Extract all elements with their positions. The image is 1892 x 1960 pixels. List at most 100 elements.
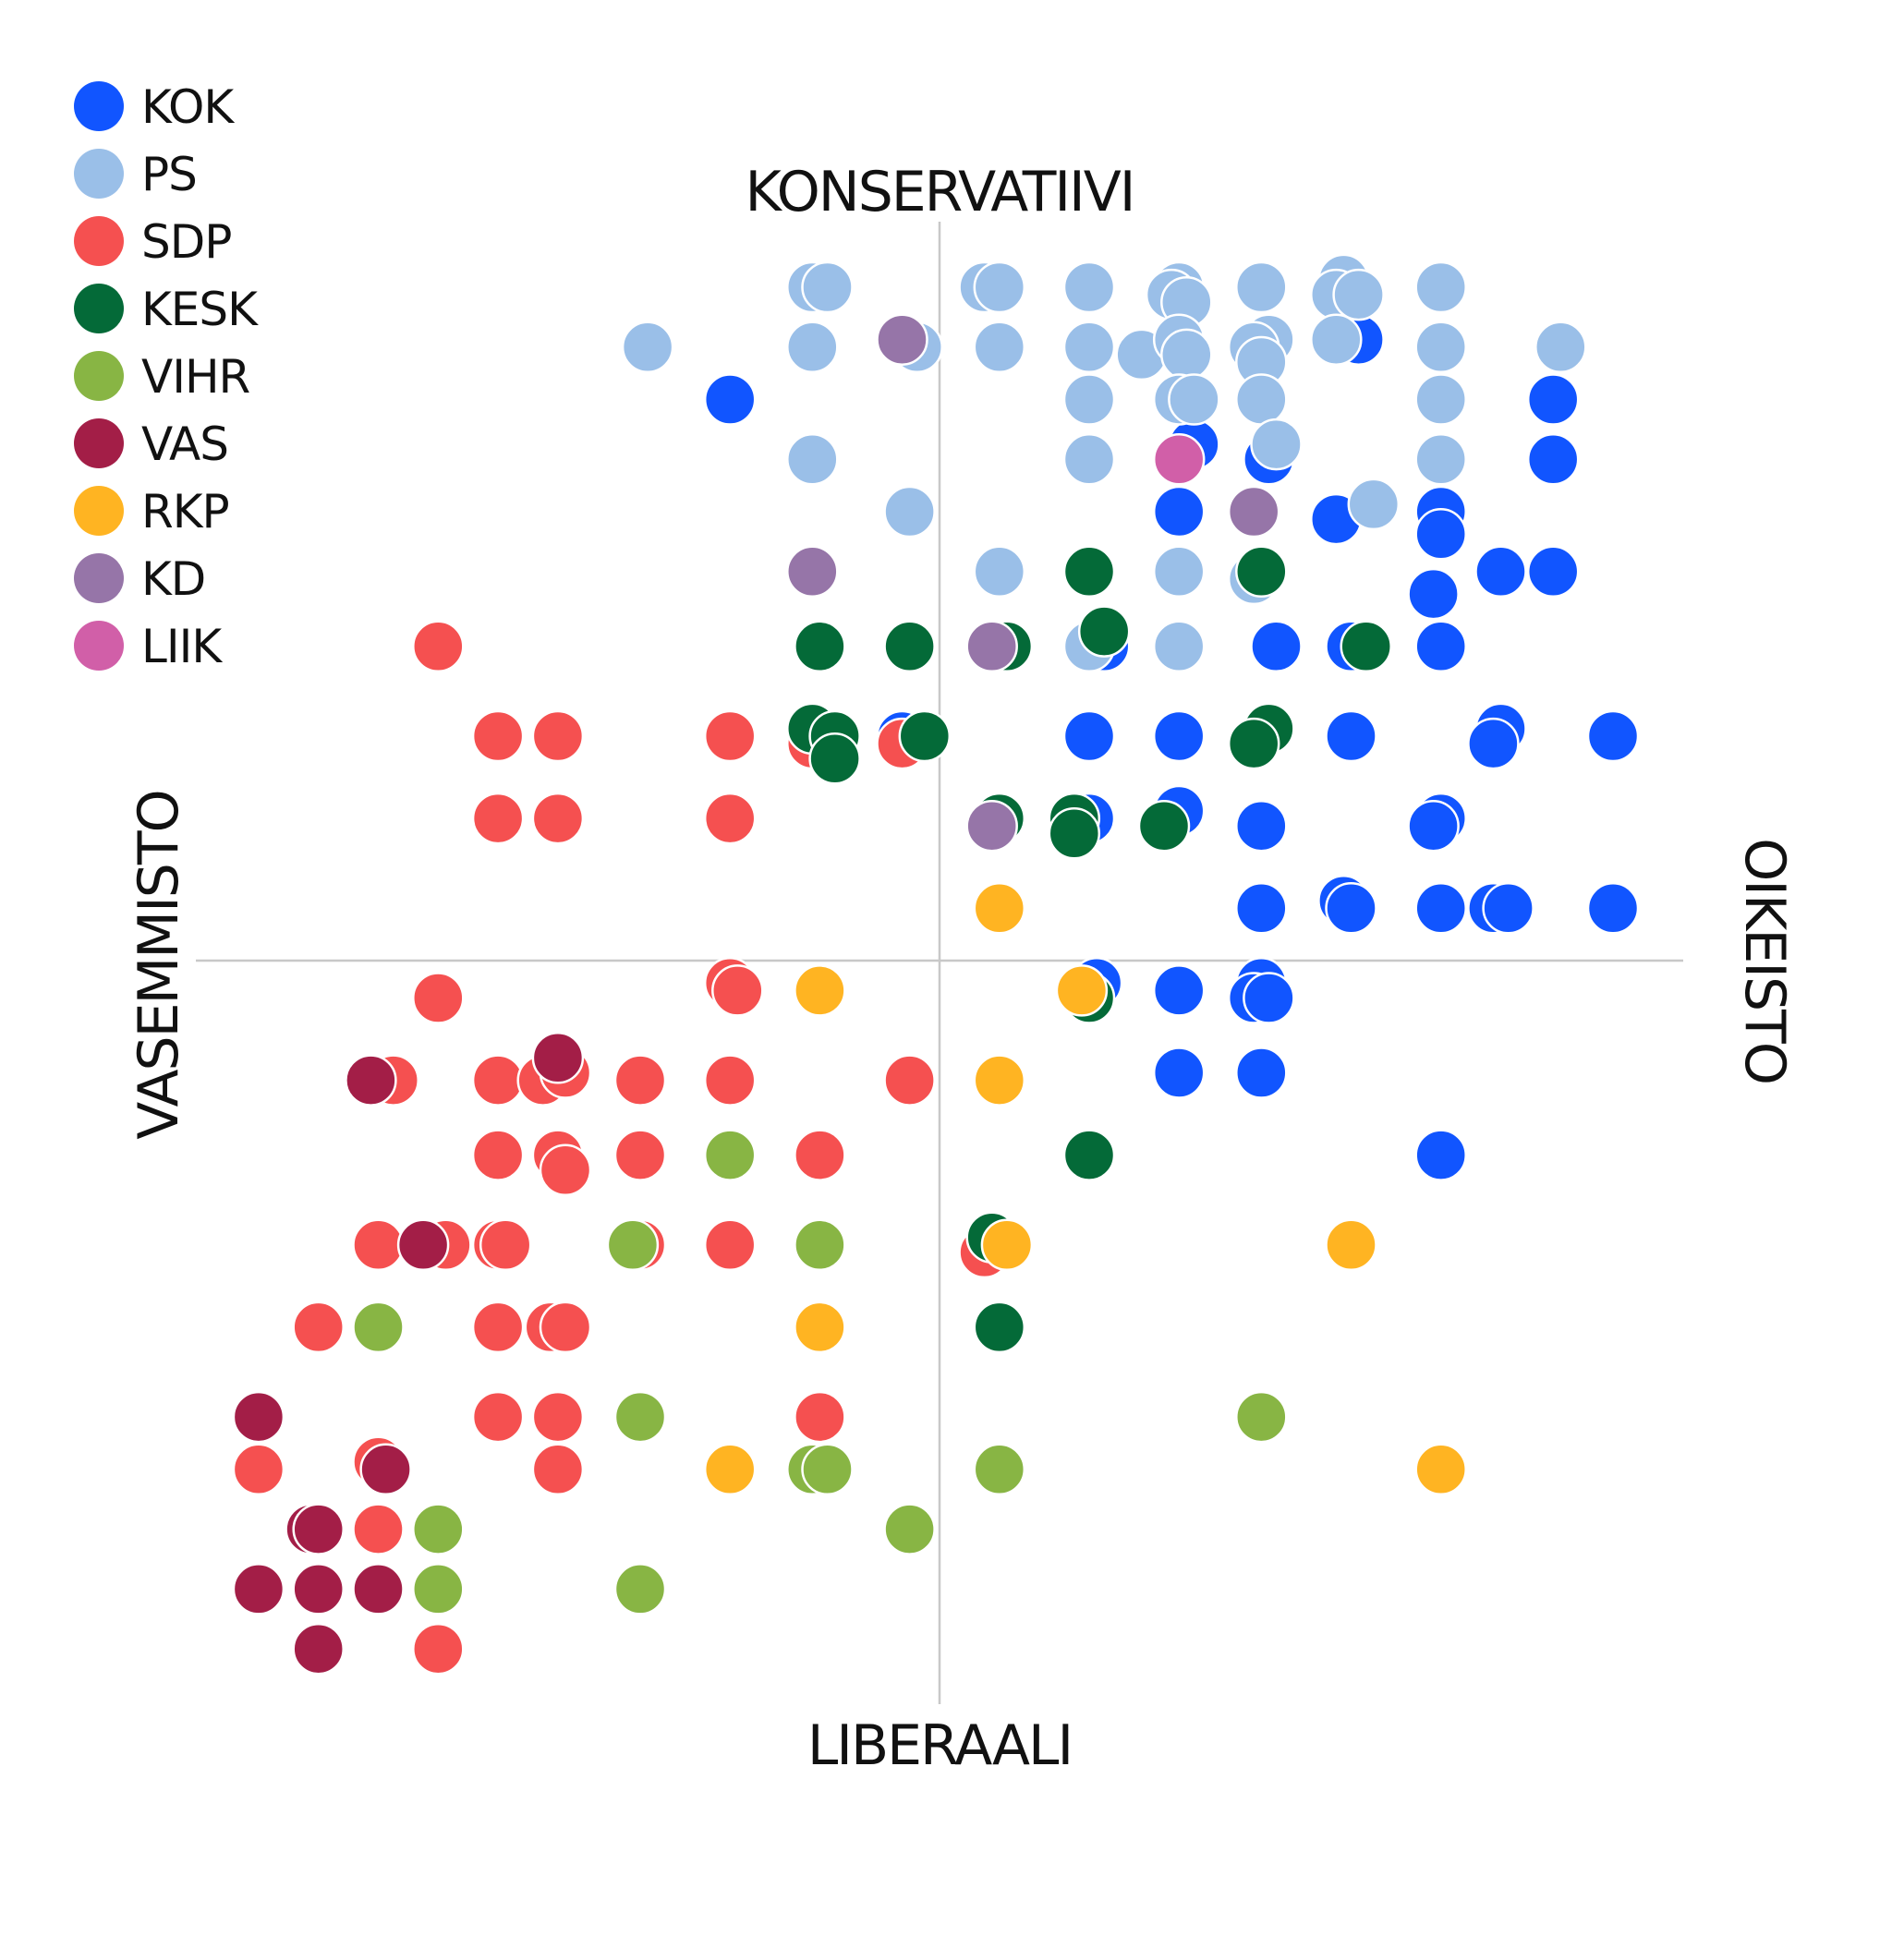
point-ps-24 <box>1310 313 1363 366</box>
point-vihr-5 <box>1235 1390 1288 1444</box>
point-ps-36 <box>883 485 936 538</box>
point-sdp-22 <box>613 1129 667 1181</box>
point-kok-41 <box>1243 972 1295 1024</box>
point-kok-36 <box>1586 882 1640 935</box>
legend-label-vihr: VIHR <box>141 350 250 404</box>
point-sdp-13 <box>471 1054 525 1107</box>
point-vas-1 <box>345 1054 397 1107</box>
point-kd-4 <box>965 799 1018 853</box>
point-kok-29 <box>1407 799 1460 853</box>
legend-label-kok: KOK <box>141 80 235 134</box>
point-ps-8 <box>1235 260 1288 314</box>
point-sdp-23 <box>794 1129 846 1181</box>
legend-swatch-vihr <box>74 351 124 401</box>
legend-swatch-kesk <box>74 284 124 333</box>
axis-label-left: VASEMMISTO <box>127 791 191 1139</box>
point-vas-0 <box>531 1032 585 1084</box>
point-sdp-36 <box>531 1390 585 1444</box>
point-sdp-27 <box>479 1218 532 1272</box>
point-ps-31 <box>1414 373 1467 426</box>
point-vihr-1 <box>606 1218 660 1272</box>
point-sdp-40 <box>531 1443 585 1496</box>
point-sdp-24 <box>352 1218 405 1272</box>
point-rkp-0 <box>973 882 1026 935</box>
legend-label-rkp: RKP <box>141 485 229 538</box>
axis-label-top: KONSERVATIIVI <box>746 160 1134 224</box>
point-ps-11 <box>1332 268 1385 321</box>
point-kesk-20 <box>973 1301 1026 1354</box>
point-ps-27 <box>1062 373 1116 426</box>
point-sdp-35 <box>471 1390 525 1444</box>
point-vas-10 <box>292 1622 345 1676</box>
point-kesk-3 <box>883 620 936 673</box>
legend: KOK PS SDP KESK VIHR VAS RKP KD LIIK <box>74 80 260 673</box>
legend-swatch-liik <box>74 621 124 671</box>
point-kd-1 <box>1227 485 1280 538</box>
point-ps-29 <box>1168 373 1220 426</box>
point-liik-0 <box>1152 433 1206 486</box>
legend-label-kd: KD <box>141 552 205 606</box>
data-points <box>232 253 1640 1676</box>
point-sdp-37 <box>794 1390 846 1444</box>
point-vas-7 <box>232 1563 285 1615</box>
point-sdp-34 <box>539 1301 592 1354</box>
point-kesk-10 <box>898 709 952 763</box>
point-ps-13 <box>621 321 674 374</box>
point-vihr-9 <box>412 1503 465 1555</box>
point-sdp-21 <box>539 1143 592 1197</box>
point-kok-6 <box>1152 485 1206 538</box>
point-sdp-6 <box>471 792 525 845</box>
point-ps-25 <box>1414 321 1467 374</box>
point-kesk-1 <box>1235 545 1288 599</box>
point-sdp-11 <box>412 972 465 1024</box>
point-kesk-16 <box>1137 799 1191 853</box>
point-ps-26 <box>1534 321 1587 374</box>
point-kd-2 <box>786 545 839 599</box>
point-rkp-8 <box>1414 1443 1467 1496</box>
point-vas-8 <box>292 1563 345 1615</box>
point-kok-19 <box>1062 709 1116 763</box>
point-vihr-11 <box>412 1563 465 1615</box>
legend-label-liik: LIIK <box>141 620 223 673</box>
point-vihr-12 <box>613 1563 667 1615</box>
point-ps-37 <box>1347 478 1401 531</box>
point-kok-32 <box>1325 882 1377 935</box>
point-rkp-3 <box>973 1054 1026 1107</box>
point-ps-4 <box>1062 260 1116 314</box>
point-kd-3 <box>965 620 1018 673</box>
point-ps-34 <box>1250 417 1303 471</box>
point-rkp-4 <box>980 1218 1034 1272</box>
point-kok-10 <box>1414 508 1467 561</box>
point-ps-3 <box>973 260 1026 314</box>
point-kesk-15 <box>1048 807 1101 860</box>
point-sdp-18 <box>883 1054 936 1107</box>
point-vihr-3 <box>352 1301 405 1354</box>
point-kesk-12 <box>1227 717 1280 770</box>
point-vihr-4 <box>613 1390 667 1444</box>
point-ps-38 <box>973 545 1026 599</box>
point-sdp-8 <box>703 792 757 845</box>
point-rkp-5 <box>1325 1218 1377 1272</box>
point-vas-4 <box>359 1443 412 1496</box>
point-sdp-29 <box>703 1218 757 1272</box>
point-kok-24 <box>1586 709 1640 763</box>
legend-label-vas: VAS <box>141 417 228 471</box>
legend-label-ps: PS <box>141 148 197 201</box>
point-kok-15 <box>1250 620 1303 673</box>
legend-swatch-ps <box>74 149 124 199</box>
point-sdp-32 <box>471 1301 525 1354</box>
point-sdp-41 <box>352 1503 405 1555</box>
axes <box>196 222 1683 1704</box>
point-kesk-18 <box>1062 1129 1116 1181</box>
point-kok-17 <box>1414 620 1467 673</box>
point-kok-0 <box>703 373 757 426</box>
point-sdp-2 <box>531 709 585 763</box>
legend-label-sdp: SDP <box>141 215 231 269</box>
point-vihr-10 <box>883 1503 936 1555</box>
point-kok-33 <box>1414 882 1467 935</box>
point-kesk-6 <box>1340 620 1392 673</box>
point-rkp-1 <box>794 964 846 1017</box>
point-ps-16 <box>973 321 1026 374</box>
point-kesk-0 <box>1062 545 1116 599</box>
point-kok-12 <box>1526 545 1580 599</box>
